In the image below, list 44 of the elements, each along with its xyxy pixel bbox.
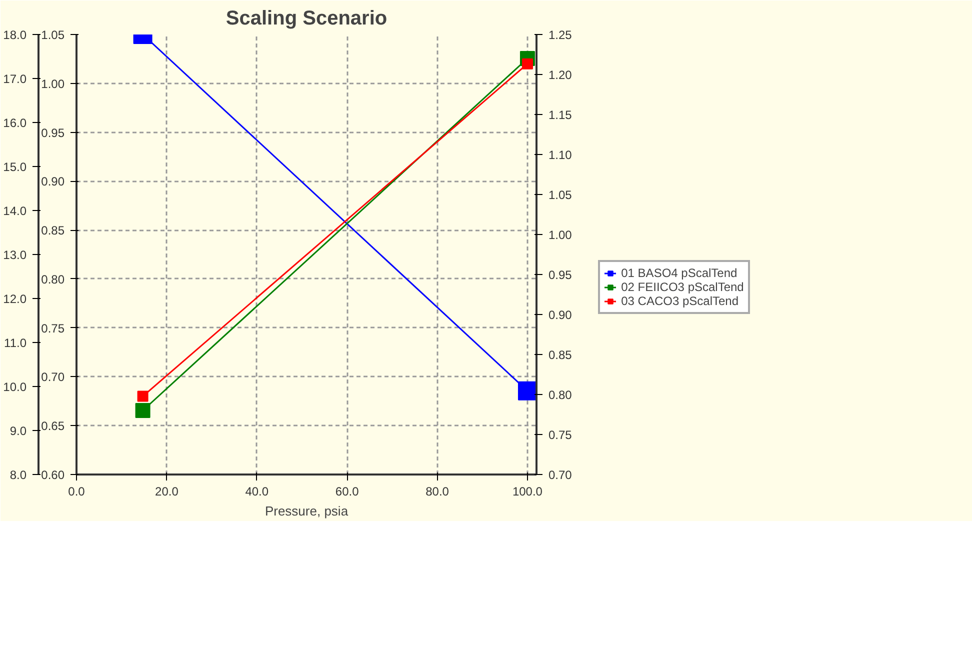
y3-tick-label: 8.0 (10, 468, 27, 482)
chart-title: Scaling Scenario (226, 8, 388, 30)
y2-tick-label: 0.90 (548, 308, 572, 322)
legend-label: 03 CACO3 pScalTend (621, 294, 739, 308)
y3-tick-label: 10.0 (3, 380, 27, 394)
y2-tick-label: 1.10 (548, 148, 572, 162)
y-tick-label: 1.00 (41, 76, 65, 91)
y3-tick-label: 12.0 (3, 292, 27, 306)
y-tick-label: 0.60 (41, 468, 65, 482)
legend-label: 01 BASO4 pScalTend (621, 266, 738, 280)
y3-tick-label: 17.0 (3, 72, 27, 86)
y2-tick-label: 0.95 (548, 268, 572, 282)
y3-tick-label: 15.0 (3, 160, 27, 174)
y-tick-label: 0.90 (41, 174, 65, 189)
y3-tick-label: 14.0 (3, 204, 27, 218)
y2-tick-label: 1.00 (548, 228, 572, 242)
x-tick-label: 80.0 (426, 484, 450, 498)
y-tick-label: 0.80 (41, 272, 65, 286)
y2-tick-label: 1.20 (548, 68, 572, 82)
y3-tick-label: 13.0 (3, 248, 27, 262)
legend-label: 02 FEIICO3 pScalTend (621, 280, 744, 294)
x-tick-label: 60.0 (335, 484, 360, 498)
x-tick-label: 40.0 (245, 484, 269, 498)
y3-tick-label: 18.0 (3, 28, 27, 42)
y3-tick-label: 9.0 (10, 424, 27, 438)
y2-tick-label: 1.15 (548, 108, 572, 122)
y-tick-label: 1.05 (41, 28, 65, 42)
x-tick-label: 20.0 (155, 484, 179, 498)
x-tick-label: 0.0 (68, 484, 86, 498)
y3-tick-label: 11.0 (4, 336, 27, 350)
y2-tick-label: 0.85 (548, 348, 572, 362)
y2-tick-label: 1.05 (548, 188, 572, 202)
y-tick-label: 0.75 (41, 321, 65, 336)
x-tick-label: 100.0 (512, 484, 543, 498)
y2-tick-label: 0.80 (548, 388, 572, 402)
y3-tick-label: 16.0 (3, 116, 27, 130)
y-tick-label: 0.95 (41, 126, 65, 140)
y-tick-label: 0.70 (41, 370, 65, 384)
y2-tick-label: 0.75 (548, 428, 572, 442)
y-tick-label: 0.85 (41, 224, 65, 238)
y2-tick-label: 1.25 (548, 28, 572, 42)
y2-tick-label: 0.70 (548, 468, 572, 482)
y-tick-label: 0.65 (41, 419, 65, 434)
x-axis-title: Pressure, psia (264, 504, 349, 518)
